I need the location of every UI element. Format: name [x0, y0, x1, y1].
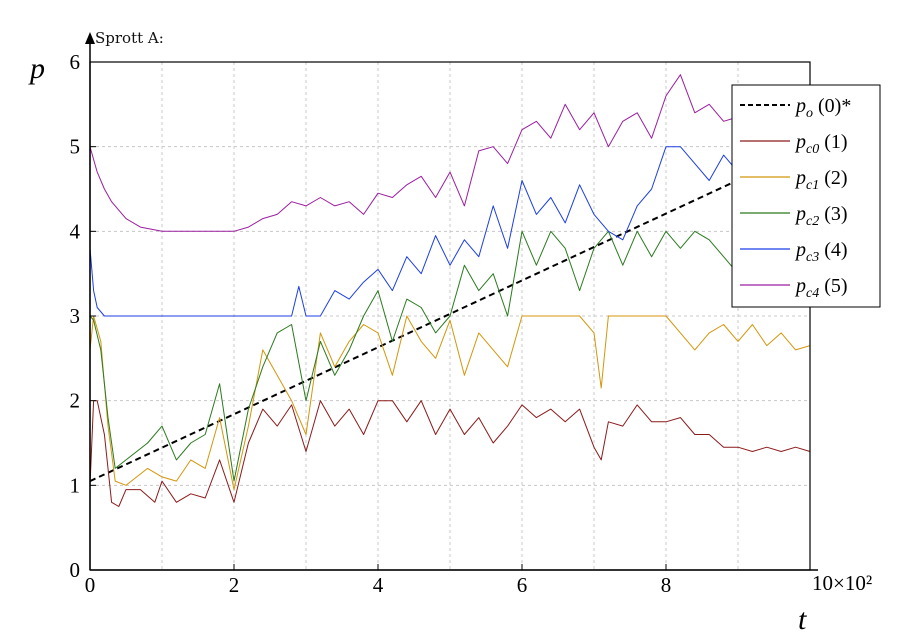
legend: po (0)* pc0 (1) pc1 (2) pc2 (3) pc3 (4) pc4 (… — [731, 84, 881, 308]
legend-label-1: pc0 (1) — [794, 131, 848, 157]
y-axis-label: p — [28, 52, 45, 85]
y-tick-label: 6 — [70, 50, 81, 74]
legend-label-5: pc4 (5) — [794, 275, 848, 301]
tick-labels: 0 2 4 6 8 0 1 2 3 4 5 6 — [70, 50, 672, 597]
series-layer — [89, 74, 811, 507]
x-tick-label: 8 — [661, 573, 672, 597]
x-tick-label: 0 — [85, 573, 96, 597]
x-tick-label: 2 — [229, 573, 240, 597]
y-tick-label: 2 — [70, 389, 81, 413]
series-line-5 — [89, 74, 811, 232]
legend-box — [731, 84, 881, 308]
series-line-0 — [89, 145, 811, 483]
axes — [85, 32, 818, 571]
x-tick-label: 4 — [373, 573, 384, 597]
y-tick-label: 3 — [70, 304, 81, 328]
y-tick-label: 0 — [70, 558, 81, 582]
legend-label-0: po (0)* — [794, 95, 851, 121]
y-tick-label: 1 — [70, 473, 81, 497]
x-tick-label: 6 — [517, 573, 528, 597]
x-axis-label: t — [798, 603, 807, 633]
series-line-4 — [89, 146, 811, 317]
legend-label-4: pc3 (4) — [794, 239, 848, 265]
series-line-2 — [89, 315, 811, 491]
y-tick-label: 5 — [70, 135, 81, 159]
x-axis-multiplier: 10×10² — [812, 571, 872, 595]
y-axis-arrow — [85, 32, 95, 44]
series-line-3 — [89, 230, 811, 482]
legend-label-3: pc2 (3) — [794, 203, 848, 229]
legend-label-2: pc1 (2) — [794, 167, 848, 193]
series-line-1 — [89, 400, 811, 507]
y-tick-label: 4 — [70, 219, 81, 243]
chart-caption: Sprott A: — [95, 29, 164, 47]
